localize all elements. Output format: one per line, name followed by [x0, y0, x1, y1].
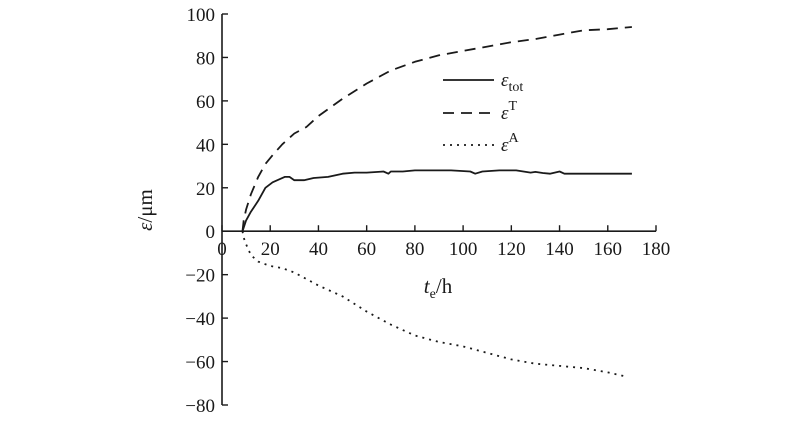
y-tick-label: 20	[196, 179, 215, 200]
legend: εtot εT εA	[443, 70, 523, 156]
x-tick-label: 40	[309, 239, 328, 260]
y-tick-label: −80	[185, 396, 215, 417]
x-tick-label: 60	[357, 239, 376, 260]
series-line-2	[241, 26, 632, 232]
y-tick-label: 40	[196, 135, 215, 156]
x-tick-label: 100	[449, 239, 478, 260]
x-axis-label: te/h	[424, 274, 453, 302]
y-tick-label: 60	[196, 92, 215, 113]
x-tick-label: 140	[545, 239, 574, 260]
legend-label-2: εT	[501, 99, 518, 124]
y-tick-label: 80	[196, 48, 215, 69]
series-layer	[241, 26, 632, 378]
y-tick-label: −40	[185, 309, 215, 330]
y-tick-label: −20	[185, 266, 215, 287]
y-tick-label: 100	[187, 5, 216, 26]
x-tick-label: 80	[405, 239, 424, 260]
x-tick-label: 20	[261, 239, 280, 260]
x-tick-label: 0	[217, 239, 227, 260]
x-tick-label: 160	[594, 239, 623, 260]
x-tick-label: 180	[642, 239, 671, 260]
series-line-3	[241, 231, 628, 378]
series-line-1	[241, 169, 632, 232]
y-axis-label: ε/μm	[133, 189, 157, 231]
legend-label-1: εtot	[501, 70, 523, 95]
axes-layer	[221, 13, 657, 406]
y-tick-label: 0	[206, 222, 216, 243]
legend-label-3: εA	[501, 131, 520, 156]
x-tick-label: 120	[497, 239, 526, 260]
y-tick-label: −60	[185, 353, 215, 374]
